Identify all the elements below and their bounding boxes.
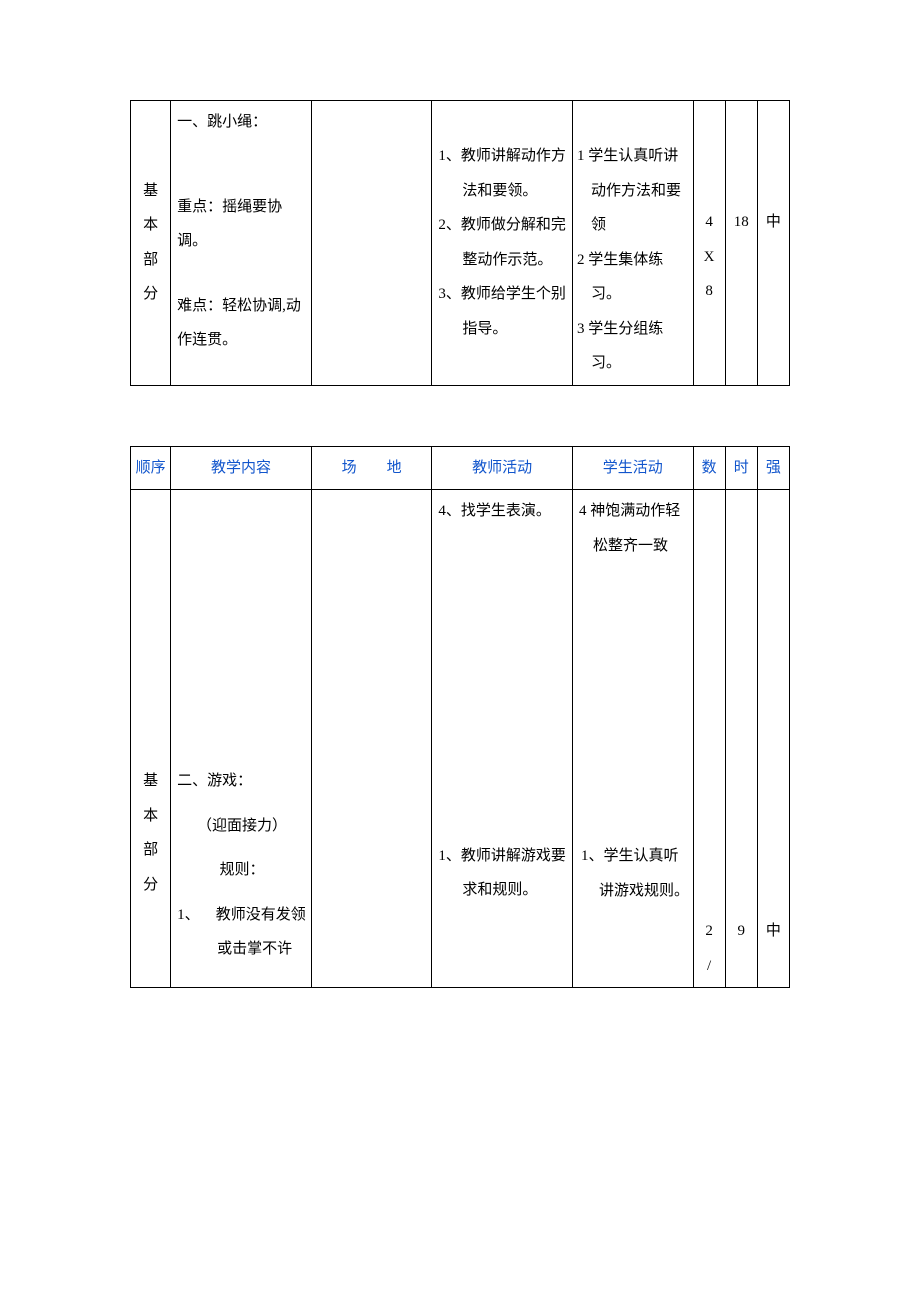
section-char: 本 xyxy=(133,799,168,834)
count-cell: 4 X 8 xyxy=(693,101,725,386)
header-student: 学生活动 xyxy=(572,446,693,490)
count-cell: 2 / xyxy=(693,490,725,988)
count-line: / xyxy=(696,949,723,984)
section-label: 基 本 部 分 xyxy=(131,490,171,988)
content-title: 二、游戏： xyxy=(177,764,307,799)
rule-num: 1、 xyxy=(177,907,200,923)
teacher-activity: 1、教师讲解动作方法和要领。 2、教师做分解和完整动作示范。 3、教师给学生个别… xyxy=(432,101,573,386)
intensity-value: 中 xyxy=(760,914,787,949)
section-char: 基 xyxy=(133,174,168,209)
header-count: 数 xyxy=(693,446,725,490)
lesson-table-2: 顺序 教学内容 场 地 教师活动 学生活动 数 时 强 基 本 部 分 二、游戏… xyxy=(130,446,790,989)
time-cell: 18 xyxy=(725,101,757,386)
table-header-row: 顺序 教学内容 场 地 教师活动 学生活动 数 时 强 xyxy=(131,446,790,490)
section-char: 部 xyxy=(133,833,168,868)
teaching-content: 一、跳小绳： 重点：摇绳要协调。 难点：轻松协调,动作连贯。 xyxy=(171,101,312,386)
section-char: 本 xyxy=(133,208,168,243)
content-rule: 1、教师没有发领或击掌不许 xyxy=(177,898,307,967)
table-spacer xyxy=(130,386,790,446)
time-value: 18 xyxy=(728,205,755,240)
section-char: 分 xyxy=(133,277,168,312)
count-line: 8 xyxy=(696,274,723,309)
student-item: 3 学生分组练习。 xyxy=(591,312,691,381)
intensity-cell: 中 xyxy=(757,101,789,386)
field-cell xyxy=(311,101,432,386)
teacher-item: 4、找学生表演。 xyxy=(462,494,570,529)
header-teacher: 教师活动 xyxy=(432,446,573,490)
teacher-item: 1、教师讲解游戏要求和规则。 xyxy=(462,839,570,908)
section-label: 基 本 部 分 xyxy=(131,101,171,386)
table-row: 基 本 部 分 一、跳小绳： 重点：摇绳要协调。 难点：轻松协调,动作连贯。 1… xyxy=(131,101,790,386)
header-content: 教学内容 xyxy=(171,446,312,490)
section-char: 分 xyxy=(133,868,168,903)
header-seq: 顺序 xyxy=(131,446,171,490)
student-item: 2 学生集体练习。 xyxy=(591,243,691,312)
count-line: X xyxy=(696,240,723,275)
content-rules-label: 规则： xyxy=(177,853,307,888)
rule-text: 教师没有发领或击掌不许 xyxy=(200,907,306,958)
header-time: 时 xyxy=(725,446,757,490)
student-activity: 4 神饱满动作轻松整齐一致 1、学生认真听讲游戏规则。 xyxy=(572,490,693,988)
teacher-activity: 4、找学生表演。 1、教师讲解游戏要求和规则。 xyxy=(432,490,573,988)
section-char: 部 xyxy=(133,243,168,278)
intensity-value: 中 xyxy=(760,205,787,240)
teacher-item: 2、教师做分解和完整动作示范。 xyxy=(462,208,570,277)
field-cell xyxy=(311,490,432,988)
lesson-table-1: 基 本 部 分 一、跳小绳： 重点：摇绳要协调。 难点：轻松协调,动作连贯。 1… xyxy=(130,100,790,386)
count-line: 2 xyxy=(696,914,723,949)
document-page: 基 本 部 分 一、跳小绳： 重点：摇绳要协调。 难点：轻松协调,动作连贯。 1… xyxy=(0,0,920,1048)
content-title: 一、跳小绳： xyxy=(177,105,307,140)
content-key-point: 重点：摇绳要协调。 xyxy=(177,190,307,259)
header-field: 场 地 xyxy=(311,446,432,490)
student-activity: 1 学生认真听讲动作方法和要领 2 学生集体练习。 3 学生分组练习。 xyxy=(572,101,693,386)
teacher-item: 3、教师给学生个别指导。 xyxy=(462,277,570,346)
section-char: 基 xyxy=(133,764,168,799)
count-line: 4 xyxy=(696,205,723,240)
time-value: 9 xyxy=(728,914,755,949)
student-item: 4 神饱满动作轻松整齐一致 xyxy=(575,494,691,563)
table-row: 基 本 部 分 二、游戏： （迎面接力） 规则： 1、教师没有发领或击掌不许 4… xyxy=(131,490,790,988)
student-item: 1、学生认真听讲游戏规则。 xyxy=(575,839,691,908)
time-cell: 9 xyxy=(725,490,757,988)
teaching-content: 二、游戏： （迎面接力） 规则： 1、教师没有发领或击掌不许 xyxy=(171,490,312,988)
teacher-item: 1、教师讲解动作方法和要领。 xyxy=(462,139,570,208)
content-difficulty: 难点：轻松协调,动作连贯。 xyxy=(177,289,307,358)
student-item: 1 学生认真听讲动作方法和要领 xyxy=(591,139,691,243)
header-intensity: 强 xyxy=(757,446,789,490)
intensity-cell: 中 xyxy=(757,490,789,988)
content-subtitle: （迎面接力） xyxy=(177,809,307,844)
